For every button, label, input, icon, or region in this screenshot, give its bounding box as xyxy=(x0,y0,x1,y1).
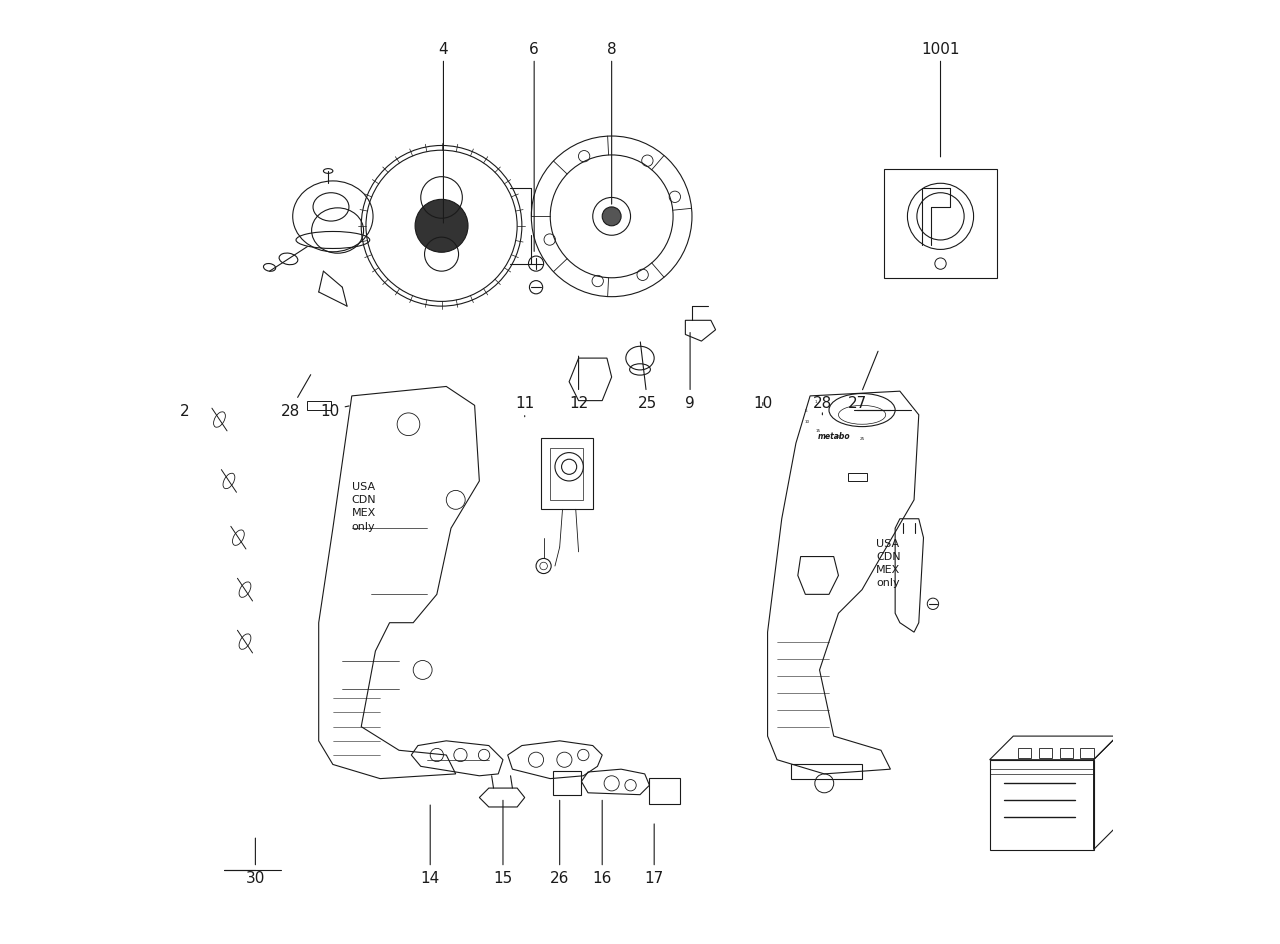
Bar xyxy=(649,778,680,804)
Circle shape xyxy=(593,198,631,236)
Text: 10: 10 xyxy=(320,403,349,418)
Bar xyxy=(883,170,997,278)
Text: 10: 10 xyxy=(753,396,772,411)
Text: 15: 15 xyxy=(493,801,512,885)
Bar xyxy=(553,771,581,795)
Text: 17: 17 xyxy=(645,824,664,885)
Bar xyxy=(847,474,867,481)
Text: 5: 5 xyxy=(805,409,808,413)
Bar xyxy=(550,448,584,500)
Bar xyxy=(1080,749,1093,758)
Text: 28: 28 xyxy=(813,396,832,415)
Ellipse shape xyxy=(279,254,298,265)
Text: 20: 20 xyxy=(836,435,841,439)
Text: 14: 14 xyxy=(421,805,440,885)
Bar xyxy=(307,401,332,411)
Text: 8: 8 xyxy=(607,42,617,205)
Text: 6: 6 xyxy=(530,42,539,252)
Text: 10: 10 xyxy=(805,419,810,423)
Text: 27: 27 xyxy=(847,352,878,411)
Text: 1: 1 xyxy=(815,399,818,403)
Text: 30: 30 xyxy=(246,838,265,885)
Text: 11: 11 xyxy=(515,396,534,417)
Bar xyxy=(1039,749,1052,758)
Bar xyxy=(1018,749,1032,758)
Text: 9: 9 xyxy=(685,333,695,411)
Text: 12: 12 xyxy=(568,357,589,411)
Text: 15: 15 xyxy=(815,429,820,432)
Text: metabo: metabo xyxy=(818,432,850,441)
Text: 2: 2 xyxy=(179,403,189,418)
Bar xyxy=(1060,749,1073,758)
Text: USA
CDN
MEX
only: USA CDN MEX only xyxy=(877,538,901,587)
Text: 26: 26 xyxy=(550,801,570,885)
Text: USA
CDN
MEX
only: USA CDN MEX only xyxy=(352,481,376,531)
Bar xyxy=(540,439,593,510)
Text: 4: 4 xyxy=(439,42,448,224)
Text: 25: 25 xyxy=(637,343,657,411)
Text: 28: 28 xyxy=(280,376,311,418)
Text: 1001: 1001 xyxy=(922,42,960,158)
Bar xyxy=(989,760,1093,850)
Circle shape xyxy=(415,200,468,253)
Circle shape xyxy=(602,208,621,227)
Text: 25: 25 xyxy=(859,437,865,441)
Text: 16: 16 xyxy=(593,801,612,885)
Bar xyxy=(791,765,861,779)
